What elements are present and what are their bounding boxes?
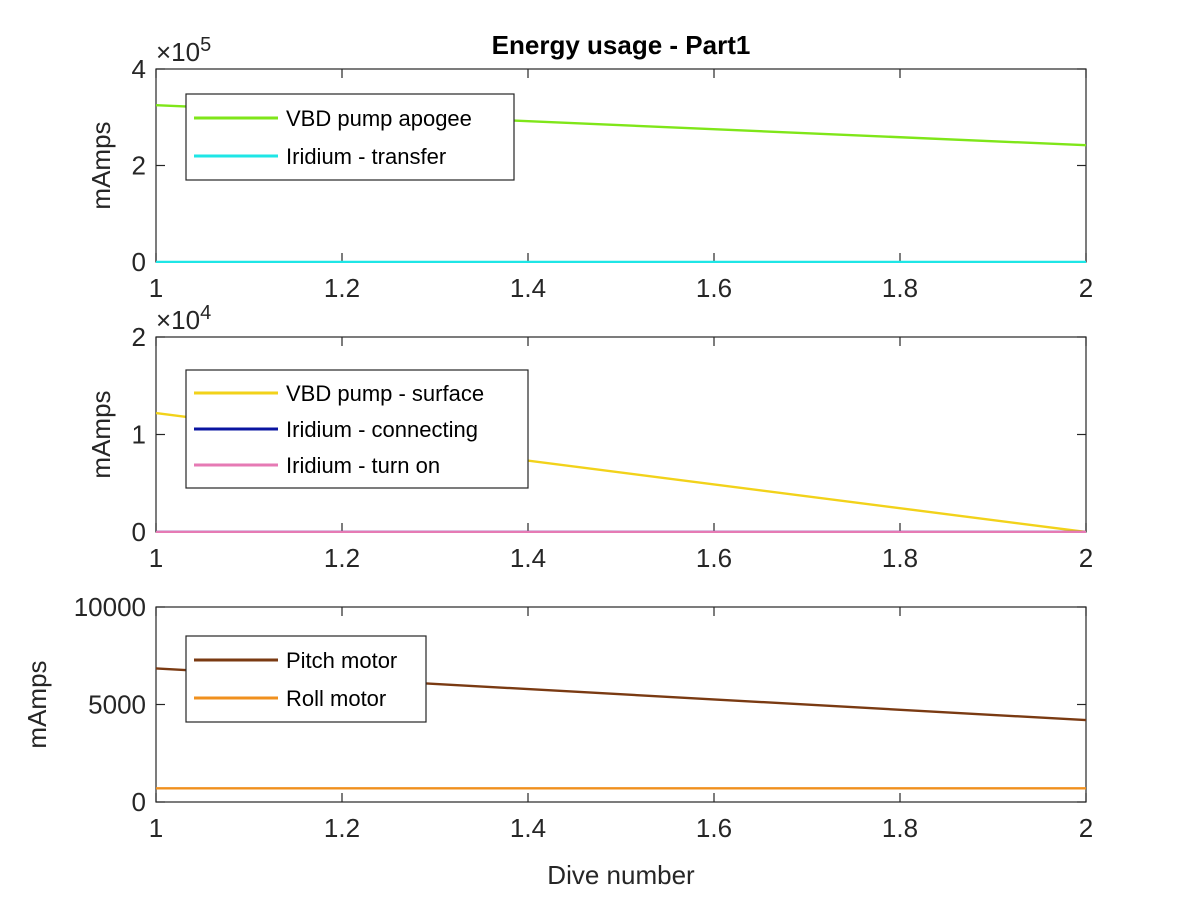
y-tick-label: 10000 [74,592,146,622]
x-tick-label: 2 [1079,813,1093,843]
x-tick-label: 1.8 [882,543,918,573]
x-tick-label: 1 [149,813,163,843]
legend-label-roll-motor: Roll motor [286,686,386,711]
x-tick-label: 1 [149,543,163,573]
y-exponent-base: ×10 [156,37,200,67]
legend-label-iridium-connecting: Iridium - connecting [286,417,478,442]
chart-title: Energy usage - Part1 [492,30,751,60]
x-tick-label: 1.4 [510,543,546,573]
y-exponent-power: 5 [200,34,211,56]
legend-label-vbd-pump-surface: VBD pump - surface [286,381,484,406]
x-tick-label: 1 [149,273,163,303]
panel-3: 1 1.2 1.4 1.6 1.8 2 0 5000 10000 mAmps Pitch motor… [22,592,1093,890]
x-tick-label: 2 [1079,543,1093,573]
y-exponent-label: ×105 [156,34,211,67]
y-exponent-power: 4 [200,302,211,324]
x-tick-label: 1.8 [882,813,918,843]
x-tick-label: 1.4 [510,813,546,843]
y-tick-label: 4 [132,54,146,84]
y-tick-label: 0 [132,787,146,817]
y-tick-label: 1 [132,420,146,450]
y-exponent-label: ×104 [156,302,211,335]
legend-label-pitch-motor: Pitch motor [286,648,397,673]
x-tick-label: 1.2 [324,543,360,573]
y-tick-label: 0 [132,517,146,547]
x-tick-label: 1.6 [696,543,732,573]
x-tick-label: 1.4 [510,273,546,303]
x-tick-label: 1.2 [324,813,360,843]
y-tick-label: 5000 [88,690,146,720]
y-exponent-base: ×10 [156,305,200,335]
x-axis-label: Dive number [547,860,695,890]
legend-label-vbd-pump-apogee: VBD pump apogee [286,106,472,131]
x-tick-label: 2 [1079,273,1093,303]
y-tick-label: 2 [132,151,146,181]
y-axis-label: mAmps [86,390,116,478]
x-tick-label: 1.8 [882,273,918,303]
x-tick-label: 1.6 [696,813,732,843]
y-axis-label: mAmps [22,660,52,748]
legend-label-iridium-turn-on: Iridium - turn on [286,453,440,478]
y-tick-label: 0 [132,247,146,277]
x-tick-label: 1.2 [324,273,360,303]
legend-box [185,93,515,181]
y-tick-label: 2 [132,322,146,352]
legend-label-iridium-transfer: Iridium - transfer [286,144,446,169]
x-tick-label: 1.6 [696,273,732,303]
legend-box [185,635,427,723]
panel-1: 1 1.2 1.4 1.6 1.8 2 0 2 4 ×105 mAmps VBD pump apoge… [86,30,1093,303]
y-axis-label: mAmps [86,121,116,209]
